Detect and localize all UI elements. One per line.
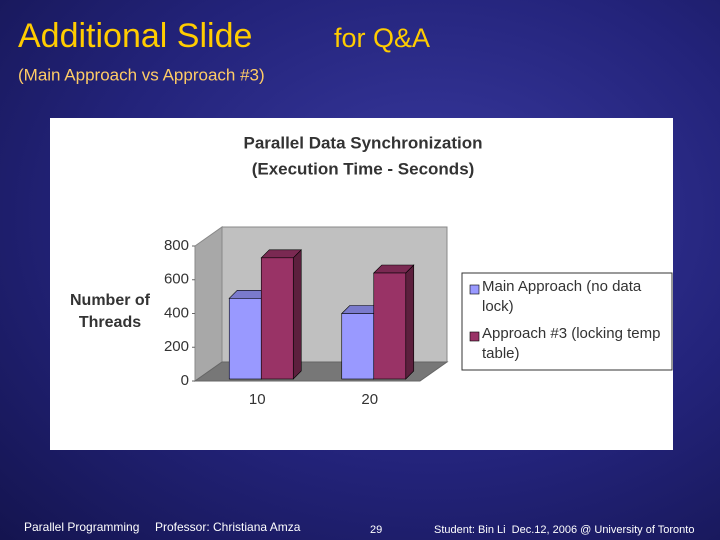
footer-professor: Professor: Christiana Amza — [155, 520, 301, 534]
legend-entry-box: Approach #3 (locking temp table) — [482, 325, 661, 362]
slide-title: Additional Slide — [18, 17, 252, 55]
y-tick-label: 800 — [164, 237, 189, 254]
bar-side — [292, 249, 302, 380]
legend-swatch — [469, 284, 480, 295]
slide-subtitle: (Main Approach vs Approach #3) — [18, 65, 265, 84]
bar — [373, 264, 415, 380]
bar-front — [373, 272, 407, 380]
bar-front — [228, 298, 262, 380]
chart-title: Parallel Data Synchronization — [243, 133, 482, 152]
y-axis-label: Number of Threads — [70, 292, 150, 331]
bar-front — [341, 313, 375, 380]
y-tick-label: 200 — [164, 338, 189, 355]
bar — [260, 249, 302, 380]
footer-course: Parallel Programming — [24, 520, 139, 534]
y-tick-label: 400 — [164, 304, 189, 321]
y-tick-label: 0 — [181, 372, 189, 389]
side-wall — [194, 226, 223, 382]
bar-side — [405, 264, 415, 380]
legend-label: Approach #3 (locking temp table) — [482, 325, 661, 362]
footer-page: 29 — [370, 524, 382, 536]
x-tick-label: 10 — [249, 391, 266, 408]
legend-label: Main Approach (no data lock) — [482, 278, 642, 315]
legend-swatch — [469, 331, 480, 342]
legend-entry-box: Main Approach (no data lock) — [482, 278, 642, 315]
chart-subtitle: (Execution Time - Seconds) — [252, 159, 475, 178]
x-tick-label: 20 — [361, 391, 378, 408]
legend-box — [461, 272, 673, 371]
slide-title-suffix: for Q&A — [334, 23, 430, 53]
y-tick-label: 600 — [164, 271, 189, 288]
y-label-box: Number of Threads — [70, 292, 150, 331]
bar-front — [260, 257, 294, 380]
footer-student: Student: Bin Li Dec.12, 2006 @ Universit… — [434, 524, 694, 536]
